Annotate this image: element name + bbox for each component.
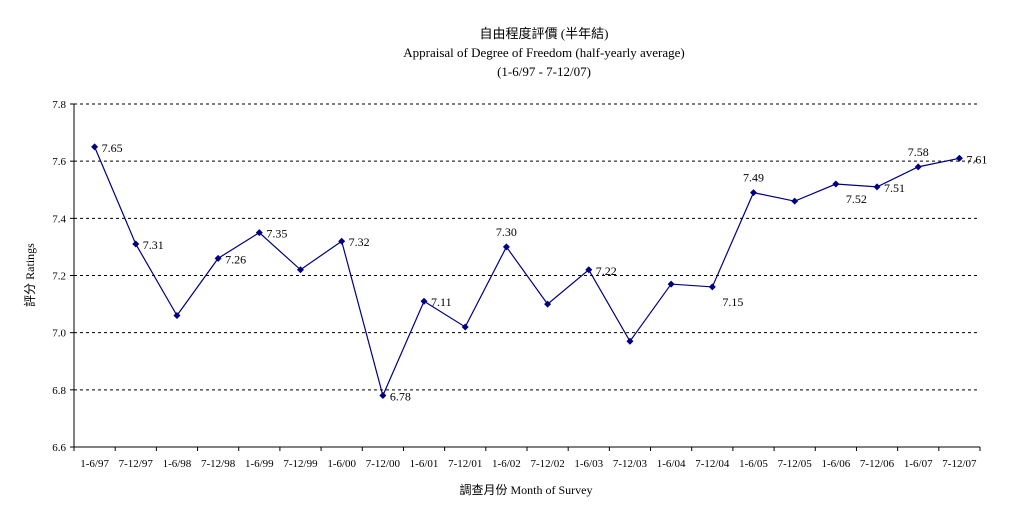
x-tick-label: 7-12/01 — [448, 458, 482, 470]
data-label: 7.51 — [884, 181, 905, 195]
x-tick-label: 7-12/98 — [201, 458, 236, 470]
data-label: 7.32 — [349, 235, 370, 249]
x-tick-label: 7-12/99 — [283, 458, 318, 470]
data-point — [585, 266, 593, 274]
data-label: 7.65 — [102, 141, 123, 155]
y-tick-label: 7.8 — [52, 99, 66, 111]
data-point — [750, 189, 757, 197]
data-point — [914, 163, 922, 171]
x-tick-label: 7-12/05 — [778, 458, 813, 470]
x-tick-label: 1-6/02 — [492, 458, 521, 470]
data-labels: 7.65 7.31 7.26 7.35 7.32 6.78 7.11 7.30 7.22 7.15… — [102, 141, 988, 404]
data-label: 7.26 — [225, 252, 246, 266]
series-line — [94, 146, 960, 398]
data-label: 7.61 — [966, 152, 987, 166]
x-tick-label: 1-6/99 — [245, 458, 274, 470]
data-point — [255, 229, 263, 237]
chart-title-line-3: (1-6/97 - 7-12/07) — [497, 64, 591, 79]
data-point — [338, 237, 346, 245]
x-tick-label: 1-6/05 — [739, 458, 768, 470]
data-point — [708, 283, 716, 291]
x-tick-label: 7-12/02 — [530, 458, 564, 470]
x-axis-label: 調查月份 Month of Survey — [460, 483, 593, 497]
y-axis-label: 評分 Ratings — [22, 243, 37, 307]
data-label: 7.30 — [496, 225, 517, 239]
x-tick-label: 7-12/06 — [860, 458, 895, 470]
data-point — [461, 323, 469, 331]
x-tick-label: 1-6/97 — [80, 458, 109, 470]
data-point — [626, 337, 634, 345]
y-tick-label: 6.6 — [52, 442, 66, 454]
y-tick-label: 6.8 — [52, 385, 66, 397]
data-label: 7.35 — [266, 227, 287, 241]
y-tick-label: 7.6 — [52, 156, 66, 168]
data-point — [420, 297, 428, 305]
x-tick-label: 1-6/01 — [410, 458, 439, 470]
x-tick-label: 7-12/97 — [119, 458, 154, 470]
data-points — [91, 143, 963, 400]
data-point — [667, 280, 675, 288]
data-label: 7.58 — [908, 145, 929, 159]
chart-title: 自由程度評價 (半年結) Appraisal of Degree of Free… — [403, 26, 685, 79]
x-tick-label: 1-6/00 — [327, 458, 356, 470]
data-point — [379, 392, 387, 400]
data-point — [214, 254, 222, 262]
data-point — [132, 240, 140, 248]
data-label: 7.31 — [143, 238, 164, 252]
x-tick-labels: 1-6/97 7-12/97 1-6/98 7-12/98 1-6/99 7-12/99 1… — [80, 458, 977, 470]
y-tick-labels: 6.6 6.8 7.0 7.2 7.4 7.6 7.8 — [52, 99, 66, 454]
y-tick-label: 7.4 — [52, 213, 66, 225]
data-point — [91, 143, 99, 151]
axes — [70, 103, 981, 451]
gridlines — [74, 103, 980, 391]
data-label: 7.22 — [596, 264, 617, 278]
data-point — [955, 154, 963, 162]
x-tick-label: 1-6/07 — [904, 458, 933, 470]
x-tick-label: 7-12/04 — [695, 458, 730, 470]
data-label: 7.15 — [722, 295, 743, 309]
data-point — [791, 197, 799, 205]
data-label: 7.52 — [846, 192, 867, 206]
x-tick-label: 7-12/07 — [942, 458, 977, 470]
series-polyline — [94, 146, 960, 398]
x-tick-label: 1-6/04 — [657, 458, 686, 470]
x-tick-label: 1-6/03 — [574, 458, 603, 470]
y-tick-label: 7.0 — [52, 328, 66, 340]
x-tick-label: 7-12/03 — [613, 458, 648, 470]
x-tick-label: 1-6/06 — [821, 458, 850, 470]
data-label: 7.11 — [431, 295, 452, 309]
data-label: 7.49 — [743, 171, 764, 185]
chart-title-line-1: 自由程度評價 (半年結) — [480, 26, 609, 41]
chart-title-line-2: Appraisal of Degree of Freedom (half-yea… — [403, 45, 685, 60]
data-point — [832, 180, 840, 188]
x-tick-label: 7-12/00 — [366, 458, 401, 470]
data-point — [173, 312, 181, 320]
y-tick-label: 7.2 — [52, 271, 66, 283]
x-tick-label: 1-6/98 — [163, 458, 192, 470]
data-point — [544, 300, 552, 308]
data-point — [502, 243, 510, 251]
data-label: 6.78 — [390, 390, 411, 404]
data-point — [297, 266, 304, 274]
data-point — [873, 183, 881, 191]
